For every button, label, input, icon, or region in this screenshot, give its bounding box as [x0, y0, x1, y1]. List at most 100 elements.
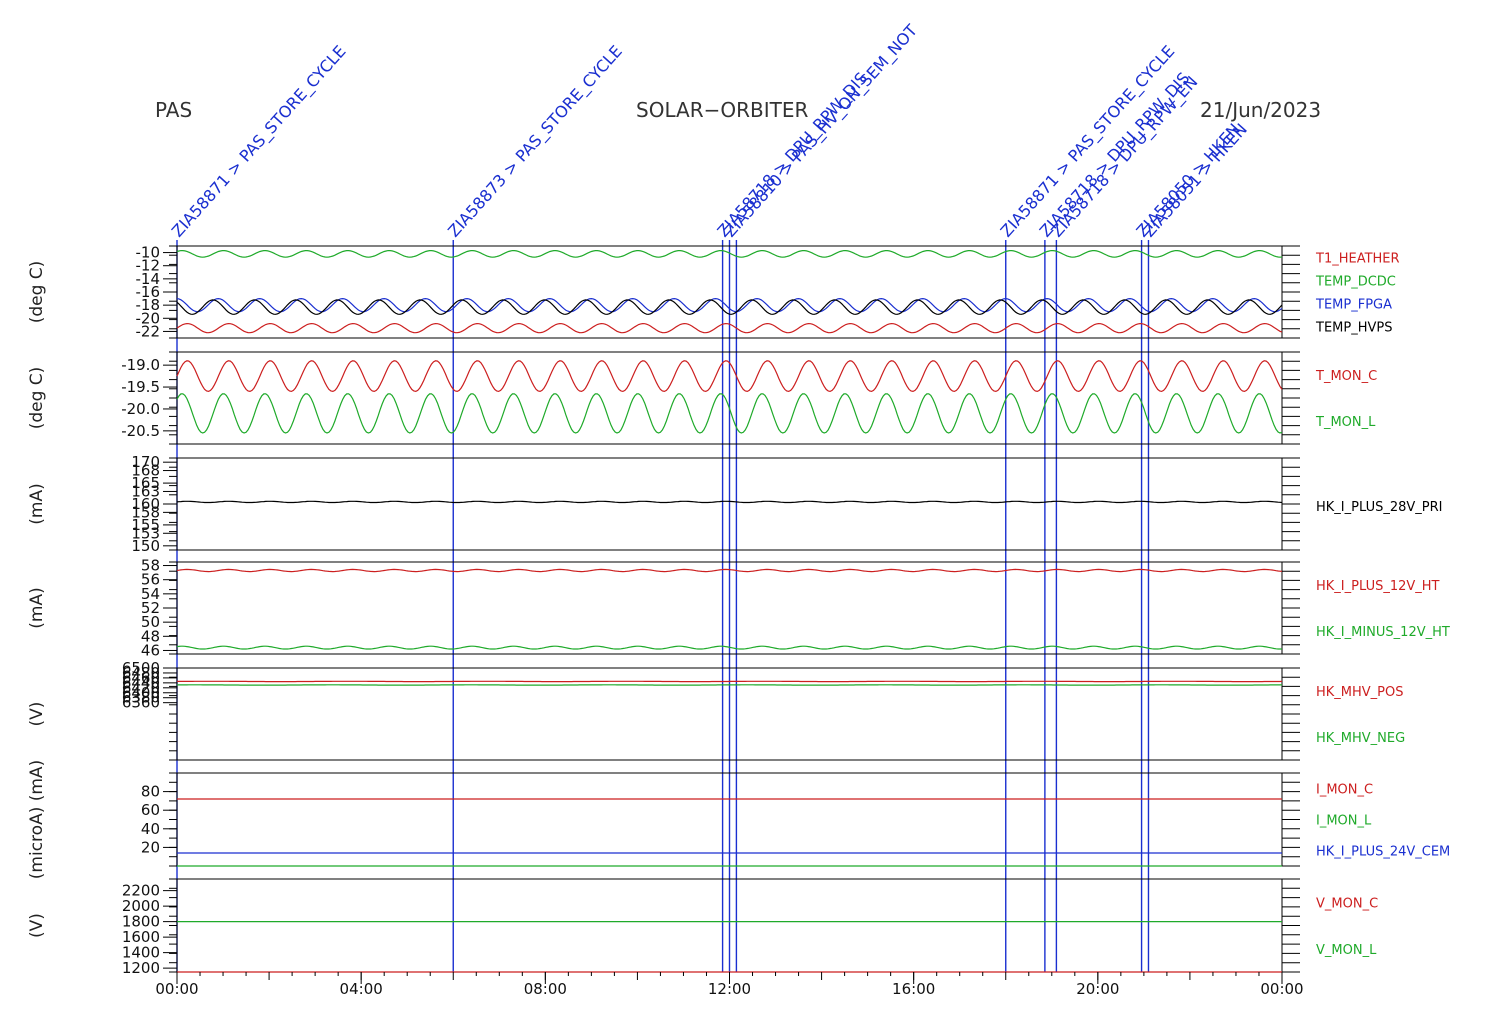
y-tick-label: 160 — [131, 495, 160, 513]
header-left: PAS — [155, 98, 192, 122]
y-tick-label: 6440 — [122, 674, 160, 692]
y-tick-label: -22 — [136, 322, 161, 340]
legend-entry: T1_HEATHER — [1315, 252, 1400, 267]
header-center: SOLAR−ORBITER — [636, 98, 808, 122]
y-axis-label: (mA) — [27, 483, 47, 524]
x-tick-label: 04:00 — [340, 980, 383, 998]
event-label: ZIA58810 > PAS_HV_ON_SEM_NOT — [720, 21, 922, 242]
series-line-t-mon-c — [176, 360, 1283, 393]
y-tick-label: 150 — [131, 537, 160, 555]
y-axis-label: (microA) (mA) — [27, 760, 47, 879]
x-tick-label: 20:00 — [1076, 980, 1119, 998]
y-tick-label: 6420 — [122, 679, 160, 697]
y-tick-label: 80 — [141, 783, 160, 801]
y-tick-label: 52 — [141, 599, 160, 617]
series-line-temp-fpga — [176, 297, 1283, 313]
y-tick-label: 2000 — [122, 897, 160, 915]
y-tick-label: 48 — [141, 627, 160, 645]
y-tick-label: 6500 — [122, 659, 160, 677]
y-tick-label: -18 — [136, 296, 161, 314]
y-tick-label: 1800 — [122, 913, 160, 931]
legend-entry: T_MON_C — [1315, 369, 1377, 384]
event-label: ZIA58871 > PAS_STORE_CYCLE — [168, 42, 351, 242]
x-tick-label: 00:00 — [155, 980, 198, 998]
legend-entry: V_MON_L — [1316, 943, 1377, 958]
y-tick-label: 40 — [141, 820, 160, 838]
y-tick-label: -16 — [136, 283, 161, 301]
y-axis-label: (V) — [27, 913, 47, 938]
y-tick-label: 6480 — [122, 664, 160, 682]
panel-2: -19.0 -19.5 -20.0 -20.5 (deg C) T_MON_C T_MON_… — [27, 351, 1377, 445]
legend-entry: I_MON_C — [1316, 783, 1373, 798]
y-tick-label: 20 — [141, 838, 160, 856]
series-line-temp-dcdc — [176, 250, 1283, 258]
legend-entry: HK_I_PLUS_24V_CEM — [1316, 845, 1450, 860]
y-tick-label: 6360 — [122, 694, 160, 712]
event-label: ZIA58873 > PAS_STORE_CYCLE — [444, 42, 627, 242]
y-tick-label: -14 — [136, 270, 161, 288]
legend-entry: V_MON_C — [1316, 896, 1378, 911]
x-tick-label: 08:00 — [524, 980, 567, 998]
y-tick-label: 153 — [131, 524, 160, 542]
y-tick-label: 60 — [141, 801, 160, 819]
legend-entry: I_MON_L — [1316, 814, 1372, 829]
x-tick-label: 16:00 — [892, 980, 935, 998]
legend-entry: TEMP_FPGA — [1315, 298, 1392, 313]
header-right: 21/Jun/2023 — [1200, 98, 1321, 122]
y-tick-label: -19.5 — [121, 378, 160, 396]
series-line-t-mon-l — [176, 393, 1283, 434]
y-tick-label: -20.0 — [121, 400, 160, 418]
legend-entry: HK_I_PLUS_28V_PRI — [1316, 500, 1442, 515]
y-tick-label: -10 — [136, 244, 161, 262]
y-tick-label: 155 — [131, 516, 160, 534]
y-tick-label: 6380 — [122, 689, 160, 707]
y-axis-label: (V) — [27, 702, 47, 727]
panels: -10-12-14-16-18-20-22 (deg C) T1_HEATHER TE… — [27, 244, 1450, 978]
series-line-hk-i-minus-12v-ht — [176, 645, 1282, 650]
event-label: ZIA58051 > HKEN — [1139, 120, 1251, 241]
y-axis-label: (mA) — [27, 587, 47, 628]
y-tick-label: -19.0 — [121, 356, 160, 374]
y-tick-label: 6400 — [122, 684, 160, 702]
x-axis: 00:00 04:00 08:00 12:00 16:00 20:00 00:00 — [155, 972, 1304, 998]
series-line-hk-i-plus-28v-pri — [176, 500, 1283, 504]
x-tick-label: 12:00 — [708, 980, 751, 998]
y-tick-label: 50 — [141, 613, 160, 631]
y-tick-label: -20.5 — [121, 422, 160, 440]
legend-entry: HK_MHV_NEG — [1316, 731, 1405, 746]
legend-entry: HK_I_MINUS_12V_HT — [1316, 625, 1450, 640]
series-line-temp-hvps — [176, 299, 1283, 315]
legend-entry: T_MON_L — [1315, 415, 1376, 430]
y-tick-label: 1600 — [122, 928, 160, 946]
legend-entry: TEMP_DCDC — [1315, 275, 1396, 290]
y-axis-label: (deg C) — [27, 367, 47, 430]
y-tick-label: 2200 — [122, 882, 160, 900]
y-tick-label: 165 — [131, 474, 160, 492]
legend-entry: TEMP_HVPS — [1315, 321, 1392, 336]
y-tick-label: -12 — [136, 257, 161, 275]
legend-entry: HK_MHV_POS — [1316, 685, 1404, 700]
y-tick-label: 1200 — [122, 959, 160, 977]
y-tick-label: 54 — [141, 585, 160, 603]
series-line-t1-heather — [176, 322, 1283, 334]
y-tick-label: 163 — [131, 482, 160, 500]
y-tick-label: 6460 — [122, 669, 160, 687]
y-tick-label: 46 — [141, 641, 160, 659]
y-axis-label: (deg C) — [27, 261, 47, 324]
series-line-hk-i-plus-12v-ht — [176, 568, 1283, 573]
y-tick-label: 56 — [141, 571, 160, 589]
y-tick-label: 158 — [131, 503, 160, 521]
y-tick-label: 1400 — [122, 944, 160, 962]
panel-1: -10-12-14-16-18-20-22 (deg C) T1_HEATHER TE… — [27, 244, 1400, 341]
event-markers: ZIA58871 > PAS_STORE_CYCLE ZIA58873 > PAS… — [168, 21, 1251, 972]
y-tick-label: -20 — [136, 309, 161, 327]
y-tick-label: 58 — [141, 557, 160, 575]
y-tick-label: 170 — [131, 453, 160, 471]
legend-entry: HK_I_PLUS_12V_HT — [1316, 579, 1440, 594]
